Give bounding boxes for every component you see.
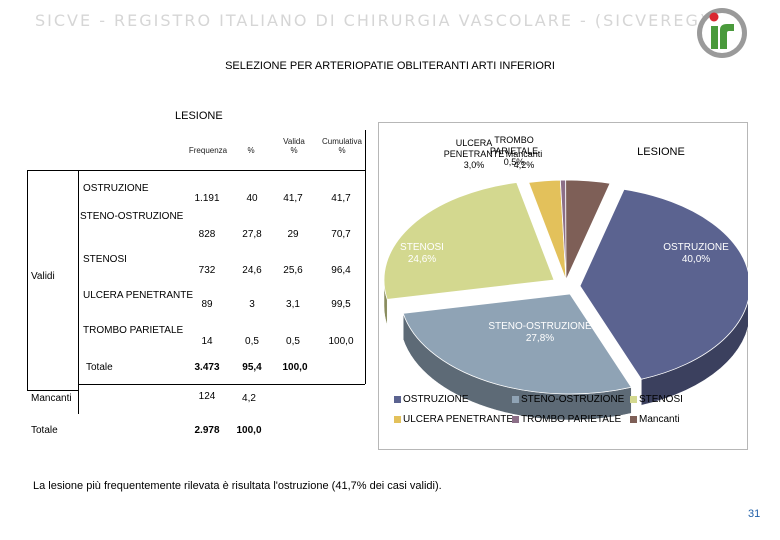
cell-pct: 3 [249, 299, 255, 310]
cell-freq: 828 [198, 229, 216, 240]
row-label: STENO-OSTRUZIONE [80, 211, 184, 222]
cell-cum: 41,7 [331, 193, 351, 204]
table-divider [27, 170, 365, 171]
cell-freq: 14 [201, 336, 213, 347]
row-label: TROMBO PARIETALE [83, 325, 184, 336]
header-frequenza: Frequenza [188, 146, 228, 155]
cell-cum: 70,7 [331, 229, 351, 240]
pie-slice-mancanti [565, 179, 611, 281]
cell-pct: 95,4 [242, 362, 262, 373]
table-border [27, 170, 28, 390]
missing-label: Mancanti [31, 393, 72, 404]
total-valid-label: Totale [86, 362, 113, 373]
cell-pct: 27,8 [242, 229, 262, 240]
sicve-logo-icon [697, 8, 747, 58]
legend-label: ULCERA PENETRANTE [403, 414, 514, 425]
legend-item: STENOSI [630, 394, 683, 405]
cell-valid: 25,6 [283, 265, 303, 276]
cell-pct: 24,6 [242, 265, 262, 276]
cell-valid: 41,7 [283, 193, 303, 204]
cell-valid: 100,0 [282, 362, 308, 373]
legend-swatch [512, 395, 519, 403]
header-percent: % [247, 146, 255, 155]
legend-item: Mancanti [630, 414, 680, 425]
footnote: La lesione più frequentemente rilevata è… [33, 480, 442, 492]
cell-valid: 0,5 [286, 336, 300, 347]
header-valida: Valida % [283, 137, 305, 155]
chart-title: LESIONE [637, 146, 685, 158]
cell-pct: 4,2 [242, 393, 256, 404]
cell-pct: 0,5 [245, 336, 259, 347]
table-border [365, 130, 366, 384]
legend-label: TROMBO PARIETALE [521, 414, 622, 425]
table-title: LESIONE [175, 110, 223, 122]
cell-pct: 100,0 [236, 425, 262, 436]
cell-freq: 732 [198, 265, 216, 276]
legend-swatch [512, 415, 519, 423]
total-label: Totale [31, 425, 58, 436]
data-label-stenosi: STENOSI 24,6% [400, 242, 444, 265]
data-label-ulcera-penetrante: ULCERA PENETRANTE 3,0% [444, 138, 505, 170]
header-title: SICVE - REGISTRO ITALIANO DI CHIRURGIA V… [35, 11, 709, 30]
pie-slice-ostruzione [579, 188, 748, 380]
cell-cum: 99,5 [331, 299, 351, 310]
cell-valid: 3,1 [286, 299, 300, 310]
legend-label: STENOSI [639, 394, 683, 405]
page-number: 31 [748, 508, 761, 520]
legend-swatch [394, 415, 401, 423]
data-label-mancanti: Mancanti 4,2% [506, 149, 543, 170]
pie-slice-stenosi [383, 182, 555, 300]
cell-freq: 3.473 [194, 362, 220, 373]
cell-cum: 96,4 [331, 265, 351, 276]
row-label: OSTRUZIONE [83, 183, 149, 194]
table-border [78, 170, 79, 414]
legend-swatch [630, 415, 637, 423]
table-divider [78, 384, 365, 385]
legend-item: OSTRUZIONE [394, 394, 469, 405]
table-divider [27, 390, 78, 391]
cell-freq: 1.191 [194, 193, 220, 204]
data-label-ostruzione: OSTRUZIONE 40,0% [663, 242, 729, 265]
legend-swatch [630, 395, 637, 403]
pie-slice-steno-ostruzione [402, 293, 632, 395]
data-label-trombo-parietale: TROMBO PARIETALE 0,5% [490, 135, 538, 167]
row-label: ULCERA PENETRANTE [83, 290, 194, 301]
legend-item: ULCERA PENETRANTE [394, 414, 513, 425]
data-label-steno-ostruzione: STENO-OSTRUZIONE 27,8% [488, 321, 592, 344]
group-label-validi: Validi [31, 271, 55, 282]
header-cumulativa: Cumulativa % [321, 137, 362, 155]
cell-freq: 124 [198, 391, 216, 402]
cell-freq: 2.978 [194, 425, 220, 436]
cell-valid: 29 [287, 229, 299, 240]
legend-item: STENO-OSTRUZIONE [512, 394, 624, 405]
cell-cum: 100,0 [328, 336, 354, 347]
legend-label: Mancanti [639, 414, 680, 425]
slide-subtitle: SELEZIONE PER ARTERIOPATIE OBLITERANTI A… [225, 60, 555, 72]
legend-swatch [394, 395, 401, 403]
row-label: STENOSI [83, 254, 127, 265]
legend-label: OSTRUZIONE [403, 394, 469, 405]
cell-pct: 40 [246, 193, 258, 204]
pie-chart: LESIONE OSTRUZIONE 40,0% STENO-OSTRUZIONE 2… [383, 135, 748, 421]
legend-label: STENO-OSTRUZIONE [521, 394, 625, 405]
legend-item: TROMBO PARIETALE [512, 414, 621, 425]
cell-freq: 89 [201, 299, 213, 310]
